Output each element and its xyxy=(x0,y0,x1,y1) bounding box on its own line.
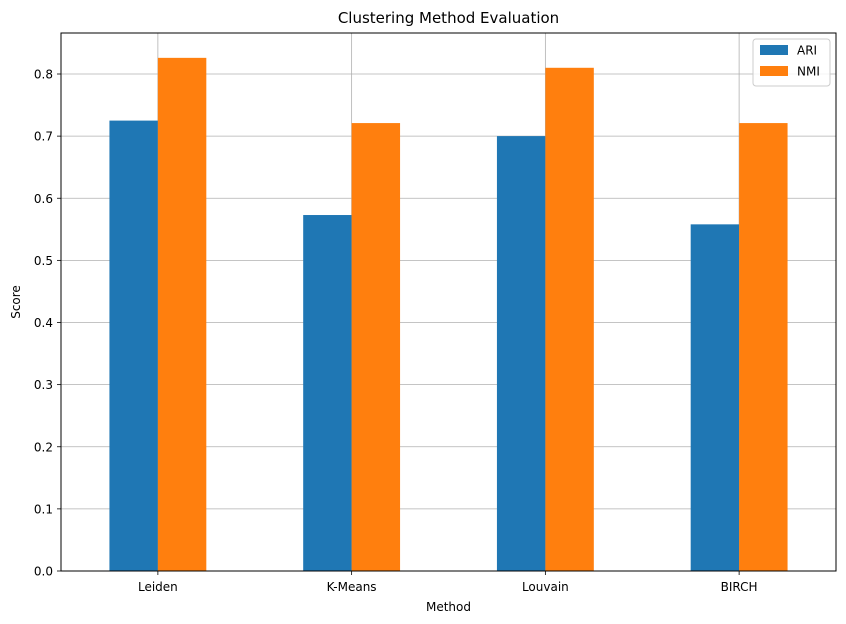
bar-ari-louvain xyxy=(496,136,546,571)
bar-nmi-louvain xyxy=(545,67,594,571)
x-axis: Leiden K-Means Louvain BIRCH xyxy=(138,571,758,594)
y-tick-label: 0.6 xyxy=(34,192,53,206)
bar-nmi-birch xyxy=(739,123,788,571)
y-tick-label: 0.4 xyxy=(34,316,53,330)
bar-ari-k-means xyxy=(303,215,352,572)
x-tick-label: Leiden xyxy=(138,580,178,594)
legend-swatch-nmi xyxy=(760,66,788,76)
x-tick-label: Louvain xyxy=(522,580,569,594)
y-axis-label: Score xyxy=(9,285,23,319)
y-tick-label: 0.8 xyxy=(34,68,53,82)
y-tick-label: 0.7 xyxy=(34,130,53,144)
y-tick-label: 0.0 xyxy=(34,565,53,579)
legend-swatch-ari xyxy=(760,45,788,55)
y-tick-label: 0.2 xyxy=(34,440,53,454)
chart-title: Clustering Method Evaluation xyxy=(338,9,559,27)
y-tick-label: 0.3 xyxy=(34,378,53,392)
y-axis: 0.0 0.1 0.2 0.3 0.4 0.5 0.6 0.7 0.8 xyxy=(34,68,61,579)
legend-label-ari: ARI xyxy=(797,44,817,58)
bar-ari-leiden xyxy=(109,120,158,572)
bar-ari-birch xyxy=(690,224,740,571)
bar-nmi-leiden xyxy=(157,57,207,572)
y-tick-label: 0.1 xyxy=(34,502,53,516)
y-tick-label: 0.5 xyxy=(34,254,53,268)
legend-label-nmi: NMI xyxy=(797,65,820,79)
bars xyxy=(109,57,788,572)
plot-frame xyxy=(60,32,837,572)
x-axis-label: Method xyxy=(426,600,471,614)
x-tick-label: BIRCH xyxy=(721,580,758,594)
bar-nmi-k-means xyxy=(351,123,401,571)
x-tick-label: K-Means xyxy=(327,580,377,594)
legend: ARI NMI xyxy=(752,38,831,87)
